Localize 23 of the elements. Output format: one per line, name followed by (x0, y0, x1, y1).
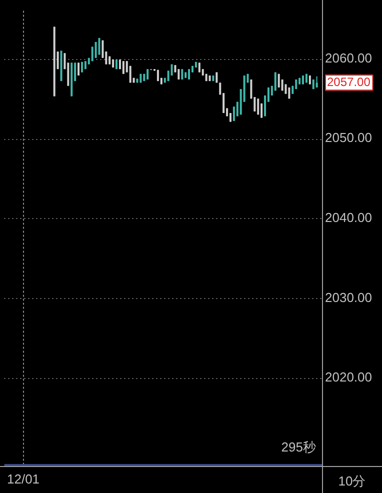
candlestick (94, 41, 97, 58)
y-tick-label: 2030.00 (325, 290, 372, 305)
y-tick-label: 2040.00 (325, 210, 372, 226)
candlestick (146, 68, 149, 80)
candlestick (181, 68, 184, 80)
y-tick-label: 2050.00 (325, 130, 372, 146)
candlestick (198, 62, 200, 73)
text: 2057.00 (327, 74, 371, 89)
annotation: 295秒 (281, 440, 316, 455)
candlestick (260, 102, 263, 118)
candlestick (178, 68, 180, 80)
candlestick (78, 62, 80, 76)
candlestick (232, 106, 235, 122)
x-tick-label: 12/01 (6, 471, 40, 486)
text: 10分 (338, 474, 366, 489)
candlestick (316, 76, 318, 88)
candlestick (91, 46, 94, 62)
candlestick (278, 73, 280, 88)
candlestick (122, 60, 124, 74)
y-tick-label: 2060.00 (325, 50, 372, 66)
candlestick (257, 98, 260, 116)
candlestick (188, 68, 190, 80)
y-tick-label: 2020.00 (325, 370, 372, 385)
